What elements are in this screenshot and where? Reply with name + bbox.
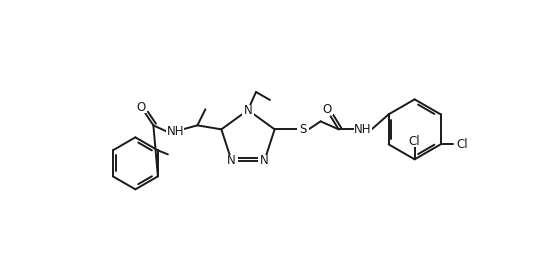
Bar (407, 136, 423, 147)
Text: N: N (244, 104, 252, 116)
Bar (321, 104, 333, 115)
Text: NH: NH (167, 125, 184, 138)
Text: N: N (227, 154, 236, 167)
Text: NH: NH (354, 123, 371, 136)
Text: S: S (299, 123, 306, 136)
Text: N: N (260, 154, 269, 167)
Bar (135, 102, 147, 113)
Bar (455, 139, 471, 150)
Bar (258, 155, 270, 166)
Bar (242, 104, 254, 116)
Text: Cl: Cl (409, 135, 420, 148)
Bar (167, 126, 185, 137)
Bar (225, 155, 238, 166)
Text: O: O (322, 103, 331, 116)
Bar (296, 124, 308, 135)
Bar (354, 124, 372, 135)
Text: O: O (136, 101, 146, 114)
Text: Cl: Cl (457, 138, 468, 151)
